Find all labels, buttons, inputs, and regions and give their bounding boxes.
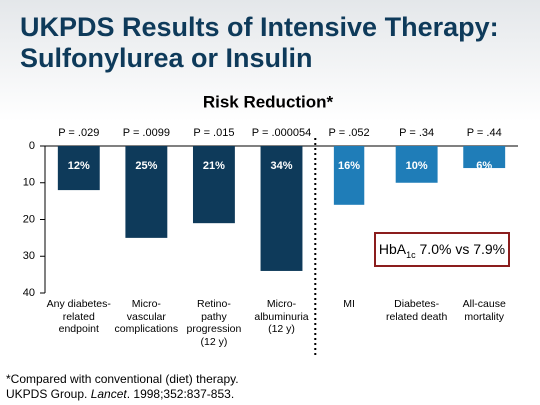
value-label: 6% [476, 160, 492, 172]
x-tick-label: Retino- pathy progression (12 y) [186, 298, 242, 348]
slide-title: UKPDS Results of Intensive Therapy: Sulf… [20, 12, 499, 74]
y-tick-label: 0 [29, 140, 35, 152]
footnote: UKPDS Group. Lancet. 1998;352:837-853. [6, 387, 239, 402]
annotation-text: 7.0% vs 7.9% [415, 241, 506, 257]
x-tick-label: Diabetes- related death [385, 298, 448, 323]
x-tick-label: All-cause mortality [462, 298, 506, 323]
x-tick-label: Micro- albuminuria (12 y) [254, 298, 309, 335]
footnote-journal: Lancet [90, 387, 127, 401]
annotation-text: HbA [378, 241, 407, 257]
p-value: P = .34 [399, 127, 434, 139]
title-line: UKPDS Results of Intensive Therapy: [20, 12, 499, 42]
footnote-text: UKPDS Group. [6, 387, 91, 401]
p-value: P = .029 [58, 127, 99, 139]
footnote: *Compared with conventional (diet) thera… [6, 372, 239, 386]
p-value: P = .015 [193, 127, 234, 139]
p-value: P = .0099 [123, 127, 170, 139]
x-tick-label: Micro- vascular complications [114, 298, 179, 335]
chart-title: Risk Reduction* [203, 92, 334, 111]
value-label: 25% [135, 160, 157, 172]
value-label: 16% [338, 160, 360, 172]
value-label: 10% [406, 160, 428, 172]
value-label: 12% [68, 160, 90, 172]
bar [463, 146, 506, 169]
y-tick-label: 10 [23, 177, 35, 189]
bar [57, 146, 100, 191]
p-value: P = .000054 [252, 127, 311, 139]
x-tick-label: Any diabetes- related endpoint [46, 298, 111, 335]
bar [192, 146, 235, 224]
value-label: 34% [270, 160, 292, 172]
y-tick-label: 30 [23, 250, 35, 262]
footnote-text: . 1998;352:837-853. [126, 387, 235, 401]
bar [333, 146, 365, 205]
bar [125, 146, 168, 238]
p-value: P = .44 [467, 127, 502, 139]
value-label: 21% [203, 160, 225, 172]
p-value: P = .052 [329, 127, 370, 139]
y-tick-label: 20 [23, 213, 35, 225]
x-tick-label: MI [343, 298, 355, 310]
footnotes: *Compared with conventional (diet) thera… [6, 372, 239, 402]
title-line: Sulfonylurea or Insulin [20, 43, 313, 73]
annotation-box: HbA1c 7.0% vs 7.9% [374, 232, 510, 267]
bar [395, 146, 438, 183]
annotation-subscript: 1c [406, 249, 416, 260]
bar [260, 146, 303, 271]
y-tick-label: 40 [23, 287, 35, 299]
